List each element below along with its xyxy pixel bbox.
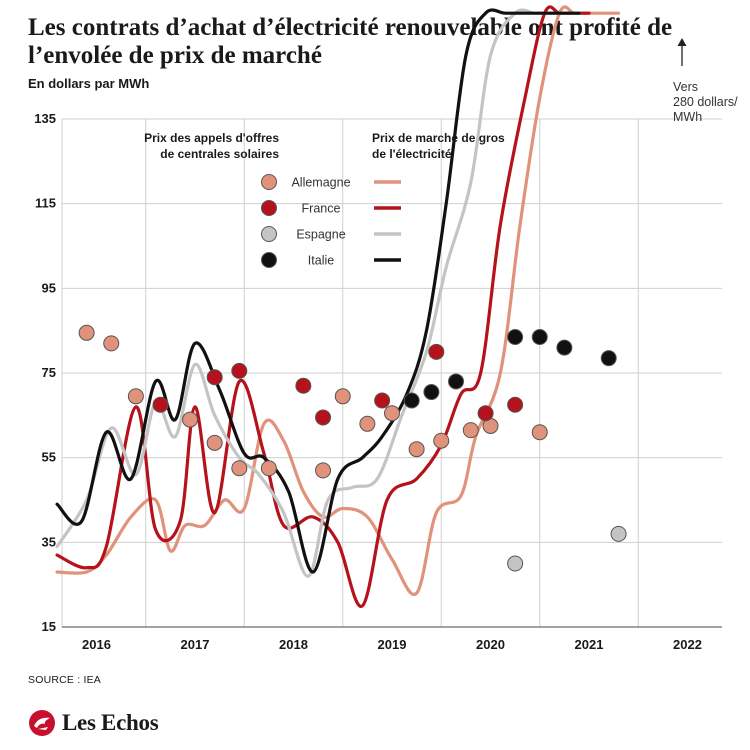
legend-lines-header: de l'électricité [372, 147, 452, 161]
point-allemagne [103, 335, 120, 352]
y-tick-label: 135 [34, 111, 56, 126]
point-france [206, 369, 223, 386]
x-tick-label: 2019 [378, 637, 407, 652]
annotation-arrow-icon [677, 38, 687, 46]
y-axis: 15 35 55 75 95 115 135 [34, 111, 56, 634]
point-allemagne [334, 388, 351, 405]
line-italie [55, 8, 581, 574]
y-tick-label: 55 [42, 450, 56, 465]
point-allemagne [231, 460, 248, 477]
legend-points-header: de centrales solaires [160, 147, 279, 161]
point-allemagne [127, 388, 144, 405]
logo-text: Les Echos [62, 710, 159, 735]
point-allemagne [78, 324, 95, 341]
point-espagne [610, 525, 627, 542]
legend-point-france [261, 200, 277, 216]
chart-title: Les contrats d’achat d’électricité renou… [28, 14, 673, 69]
source-note: SOURCE : IEA [28, 674, 101, 686]
line-espagne [55, 8, 581, 578]
y-tick-label: 15 [42, 619, 56, 634]
point-allemagne [531, 424, 548, 441]
point-italie [448, 373, 465, 390]
legend-point-espagne [261, 226, 277, 242]
x-tick-label: 2017 [181, 637, 210, 652]
point-france [477, 405, 494, 422]
point-series-group [78, 324, 627, 572]
y-tick-label: 95 [42, 280, 56, 295]
point-france [295, 377, 312, 394]
point-allemagne [433, 432, 450, 449]
x-axis: 2016 2017 2018 2019 2020 2021 2022 [82, 637, 702, 652]
x-tick-label: 2018 [279, 637, 308, 652]
brand-logo: Les Echos [28, 706, 159, 740]
point-allemagne [260, 460, 277, 477]
point-france [315, 409, 332, 426]
point-allemagne [462, 422, 479, 439]
legend-label-france: France [302, 202, 341, 216]
les-echos-logo-icon [29, 710, 55, 736]
point-france [152, 396, 169, 413]
chart-subtitle: En dollars par MWh [28, 76, 150, 91]
point-france [231, 362, 248, 379]
point-espagne [507, 555, 524, 572]
line-allemagne [55, 5, 621, 597]
point-italie [507, 329, 524, 346]
line-france [55, 5, 591, 608]
point-allemagne [206, 434, 223, 451]
line-series-group [55, 5, 621, 608]
legend-lines-header: Prix de marché de gros [372, 131, 505, 145]
point-italie [423, 384, 440, 401]
point-allemagne [359, 415, 376, 432]
y-tick-label: 115 [35, 196, 56, 211]
annotation-text: Vers [673, 80, 698, 94]
legend-point-allemagne [261, 174, 277, 190]
legend-points-header: Prix des appels d'offres [144, 131, 279, 145]
point-italie [556, 339, 573, 356]
point-france [374, 392, 391, 409]
point-allemagne [408, 441, 425, 458]
point-italie [531, 329, 548, 346]
point-allemagne [384, 405, 400, 422]
x-tick-label: 2022 [673, 637, 702, 652]
legend-label-espagne: Espagne [296, 228, 345, 242]
legend: Prix des appels d'offres de centrales sol… [144, 131, 505, 268]
legend-point-italie [261, 252, 277, 268]
point-italie [403, 392, 420, 409]
point-italie [600, 350, 617, 367]
point-france [507, 396, 524, 413]
x-tick-label: 2020 [476, 637, 505, 652]
annotation-text: MWh [673, 110, 702, 124]
legend-label-allemagne: Allemagne [291, 176, 350, 190]
point-france [428, 343, 445, 360]
legend-label-italie: Italie [308, 254, 334, 268]
point-allemagne [315, 462, 332, 479]
x-tick-label: 2021 [575, 637, 604, 652]
grid-lines [61, 118, 722, 628]
point-allemagne [182, 411, 199, 428]
y-tick-label: 75 [42, 365, 56, 380]
annotation-text: 280 dollars/ [673, 95, 738, 109]
x-tick-label: 2016 [82, 637, 111, 652]
y-tick-label: 35 [42, 534, 56, 549]
